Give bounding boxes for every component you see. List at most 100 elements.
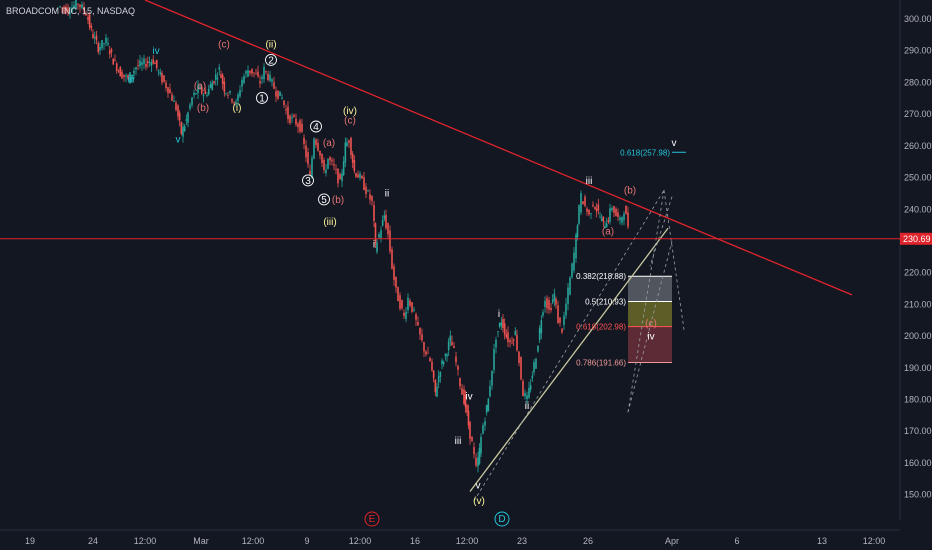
candle-body bbox=[333, 164, 335, 166]
candle-body bbox=[189, 104, 191, 109]
candle-body bbox=[95, 35, 98, 41]
candle-body bbox=[259, 81, 261, 84]
candle-body bbox=[283, 100, 285, 105]
candle-body bbox=[359, 173, 361, 179]
wave-label: (v) bbox=[473, 496, 485, 507]
trendline-support bbox=[469, 227, 669, 492]
candle-body bbox=[265, 71, 267, 73]
candle-body bbox=[475, 458, 477, 466]
candle-body bbox=[542, 312, 544, 316]
candle-body bbox=[311, 157, 313, 178]
candle-body bbox=[516, 335, 518, 351]
x-tick-label: Apr bbox=[665, 536, 679, 546]
candle-body bbox=[279, 91, 281, 97]
candle-body bbox=[67, 7, 69, 13]
candle-body bbox=[369, 194, 371, 200]
candle-body bbox=[315, 139, 317, 145]
candle-body bbox=[108, 50, 111, 55]
fib-level-label: 0.5(210.93) bbox=[585, 297, 626, 306]
candle-body bbox=[434, 379, 437, 393]
candle-body bbox=[187, 112, 189, 123]
wave-label: ii bbox=[525, 401, 529, 412]
candle-body bbox=[550, 307, 552, 311]
candle-body bbox=[567, 287, 569, 304]
candle-body bbox=[202, 94, 205, 97]
wave-label: 3 bbox=[305, 176, 311, 187]
candle-body bbox=[123, 74, 125, 77]
candle-body bbox=[177, 105, 179, 117]
candle-body bbox=[281, 97, 283, 99]
wave-label: 1 bbox=[259, 93, 265, 104]
candle-body bbox=[251, 68, 253, 74]
candle-body bbox=[615, 208, 617, 217]
candle-body bbox=[561, 328, 563, 333]
candle-body bbox=[538, 328, 541, 340]
candle-body bbox=[373, 205, 375, 222]
wave-label: (b) bbox=[332, 195, 344, 206]
wave-label: (a) bbox=[323, 138, 335, 149]
wave-label: (a) bbox=[194, 81, 206, 92]
event-marker-label: D bbox=[498, 514, 505, 525]
candle-body bbox=[463, 389, 465, 404]
candle-body bbox=[467, 410, 470, 426]
candle-body bbox=[357, 174, 359, 178]
candle-body bbox=[331, 159, 333, 162]
candle-body bbox=[77, 3, 79, 5]
candle-body bbox=[613, 206, 615, 213]
y-tick-label: 290.00 bbox=[904, 46, 932, 56]
candle-body bbox=[79, 4, 81, 7]
candle-body bbox=[505, 334, 508, 338]
candle-body bbox=[339, 174, 341, 180]
wave-label-circle bbox=[302, 174, 314, 187]
candle-body bbox=[621, 217, 623, 223]
candle-body bbox=[409, 300, 411, 306]
candle-body bbox=[469, 421, 471, 439]
candle-body bbox=[604, 226, 606, 229]
candle-body bbox=[93, 37, 96, 38]
candle-body bbox=[65, 6, 67, 13]
candle-body bbox=[363, 177, 365, 190]
candle-body bbox=[365, 186, 367, 194]
wave-label: (i) bbox=[233, 103, 242, 114]
candle-body bbox=[321, 153, 323, 164]
candle-body bbox=[437, 376, 440, 383]
candle-body bbox=[425, 351, 427, 355]
candle-body bbox=[480, 436, 482, 454]
x-tick-label: 26 bbox=[583, 536, 593, 546]
candle-body bbox=[173, 100, 175, 102]
candle-body bbox=[551, 299, 554, 303]
wave-label: (c) bbox=[344, 116, 356, 127]
candle-body bbox=[417, 322, 419, 326]
current-price: 230.69 bbox=[0, 232, 932, 245]
y-tick-label: 160.00 bbox=[904, 458, 932, 468]
x-axis[interactable]: 19 24 12:00 Mar 12:00 9 12:00 16 12:00 23 26 Apr 6 13… bbox=[0, 529, 900, 546]
candle-body bbox=[221, 74, 224, 84]
y-axis[interactable]: 150.00 160.00 170.00 180.00 190.00 200.00 210.… bbox=[899, 0, 932, 550]
x-tick-label: 19 bbox=[25, 536, 35, 546]
wave-label: (b) bbox=[624, 185, 636, 196]
wave-label: iv bbox=[152, 46, 159, 57]
candle-body bbox=[573, 252, 575, 271]
candle-body bbox=[623, 213, 625, 221]
candle-body bbox=[439, 371, 442, 377]
candle-body bbox=[159, 72, 162, 74]
candle-body bbox=[590, 213, 592, 215]
candle-body bbox=[197, 84, 199, 94]
candle-body bbox=[169, 89, 171, 94]
candle-body bbox=[171, 94, 173, 101]
candle-body bbox=[627, 212, 629, 227]
wave-label: (c) bbox=[218, 40, 230, 51]
candle-body bbox=[59, 6, 61, 8]
candle-body bbox=[453, 345, 455, 348]
candle-body bbox=[459, 378, 461, 387]
candle-body bbox=[183, 126, 186, 132]
fib-labels: 0.618(257.98) 0.382(218.88) 0.5(210.93) 0.6… bbox=[576, 148, 670, 367]
candle-body bbox=[385, 214, 387, 229]
candle-body bbox=[383, 215, 386, 219]
candle-body bbox=[413, 309, 415, 311]
y-tick-label: 280.00 bbox=[904, 77, 932, 87]
candle-body bbox=[90, 25, 93, 29]
candle-body bbox=[548, 299, 550, 310]
